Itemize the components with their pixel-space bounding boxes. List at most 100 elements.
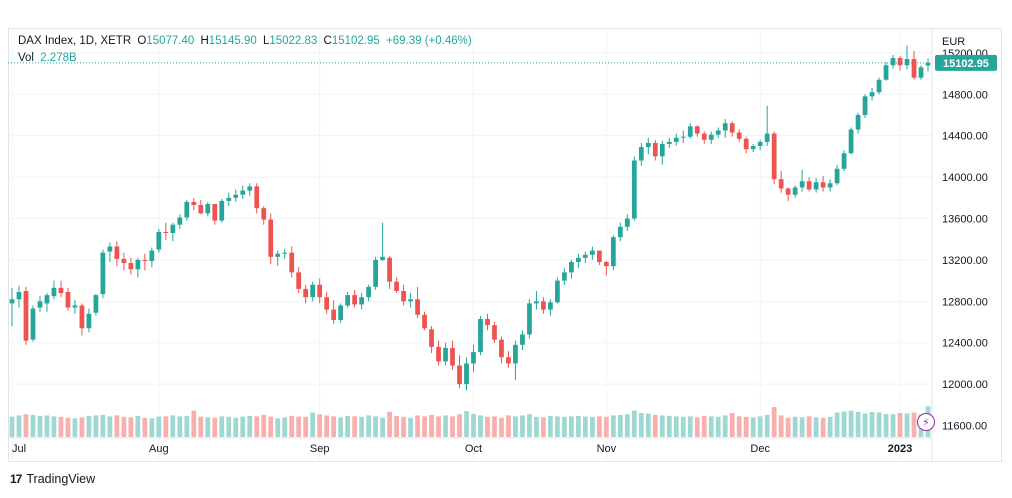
candle-body	[163, 231, 169, 233]
candle-body	[254, 186, 260, 209]
candle	[925, 58, 931, 72]
candle	[268, 213, 274, 265]
candle	[548, 299, 553, 316]
candle-body	[617, 226, 623, 238]
candle	[408, 293, 413, 308]
candle	[366, 284, 371, 302]
candle	[743, 136, 749, 154]
candle	[310, 281, 316, 302]
candle	[254, 183, 260, 214]
price-tick-label: 14400.00	[942, 131, 988, 143]
volume-bar	[317, 414, 323, 437]
volume-bar	[764, 414, 770, 437]
candle-body	[485, 318, 490, 326]
candle	[520, 330, 525, 350]
candle	[589, 246, 595, 260]
candle-body	[72, 305, 78, 308]
candle-body	[415, 299, 420, 315]
candle-body	[673, 137, 679, 142]
volume-bar	[58, 416, 64, 437]
candle-body	[450, 347, 455, 366]
candle-body	[184, 201, 190, 218]
volume-bar	[596, 416, 602, 437]
candle-body	[191, 201, 197, 206]
candle-body	[771, 133, 777, 180]
candle-body	[918, 67, 924, 78]
volume-bar	[72, 418, 78, 437]
candle-body	[911, 59, 917, 78]
volume-bar	[778, 415, 784, 437]
volume-bar	[303, 416, 309, 437]
candle	[184, 199, 190, 221]
candle	[792, 185, 798, 198]
volume-bar	[548, 415, 553, 437]
volume-bar	[268, 416, 274, 437]
volume-bar	[603, 416, 609, 437]
candle	[820, 176, 826, 192]
volume-bar	[443, 415, 448, 437]
candle-body	[562, 272, 567, 281]
candle	[205, 201, 211, 217]
candle	[65, 287, 71, 311]
tradingview-logo[interactable]: 17 TradingView	[10, 472, 95, 486]
time-tick-label: 2023	[888, 443, 912, 455]
candle-body	[820, 182, 826, 188]
candle-body	[275, 253, 281, 257]
candle	[736, 129, 742, 142]
candle-body	[883, 65, 889, 80]
candle-body	[177, 217, 183, 225]
vol-label: Vol	[18, 52, 34, 64]
candle-body	[715, 130, 721, 135]
volume-bar	[450, 416, 455, 437]
volume-bar	[799, 417, 805, 437]
candle	[855, 112, 861, 134]
volume-bar	[471, 413, 476, 437]
candle-body	[827, 183, 833, 188]
candle	[708, 131, 714, 144]
candle-body	[471, 352, 476, 364]
candle-body	[268, 219, 274, 257]
candle-body	[687, 126, 693, 137]
volume-bar	[240, 416, 246, 437]
candle-body	[380, 256, 385, 260]
volume-bar	[65, 417, 71, 437]
candle-body	[282, 252, 288, 254]
last-price-tag	[935, 54, 997, 71]
candle-body	[114, 246, 120, 259]
candle-body	[589, 250, 595, 255]
volume-bar	[569, 416, 574, 437]
candle	[666, 137, 672, 149]
candle	[715, 127, 721, 138]
candle-body	[79, 305, 85, 329]
ohlc-legend: DAX Index, 1D, XETR O15077.40 H15145.90 …	[18, 35, 472, 47]
volume-bar	[93, 415, 99, 437]
candle	[471, 344, 476, 372]
time-tick-label: Dec	[750, 443, 770, 455]
candle	[128, 257, 134, 275]
candle	[464, 357, 469, 391]
candle-body	[806, 181, 812, 190]
volume-bar	[86, 415, 92, 437]
volume-bar	[135, 415, 141, 437]
flash-icon[interactable]: ⚡	[917, 413, 935, 431]
candle	[729, 121, 735, 137]
volume-bar	[394, 415, 399, 437]
candle	[834, 164, 840, 186]
volume-bar	[422, 416, 427, 437]
candle	[806, 177, 812, 192]
volume-bar	[415, 415, 420, 437]
candle-body	[603, 261, 609, 267]
volume-bar	[457, 414, 462, 437]
volume-bar	[107, 416, 113, 437]
candle	[631, 156, 637, 221]
candle	[387, 255, 392, 289]
volume-bar	[156, 416, 162, 437]
candle-body	[680, 136, 686, 138]
open-value: 15077.40	[146, 35, 195, 47]
candle-body	[37, 301, 43, 308]
candle-body	[694, 126, 700, 134]
volume-bar	[848, 410, 854, 437]
candle	[261, 206, 267, 225]
candle	[478, 315, 483, 356]
